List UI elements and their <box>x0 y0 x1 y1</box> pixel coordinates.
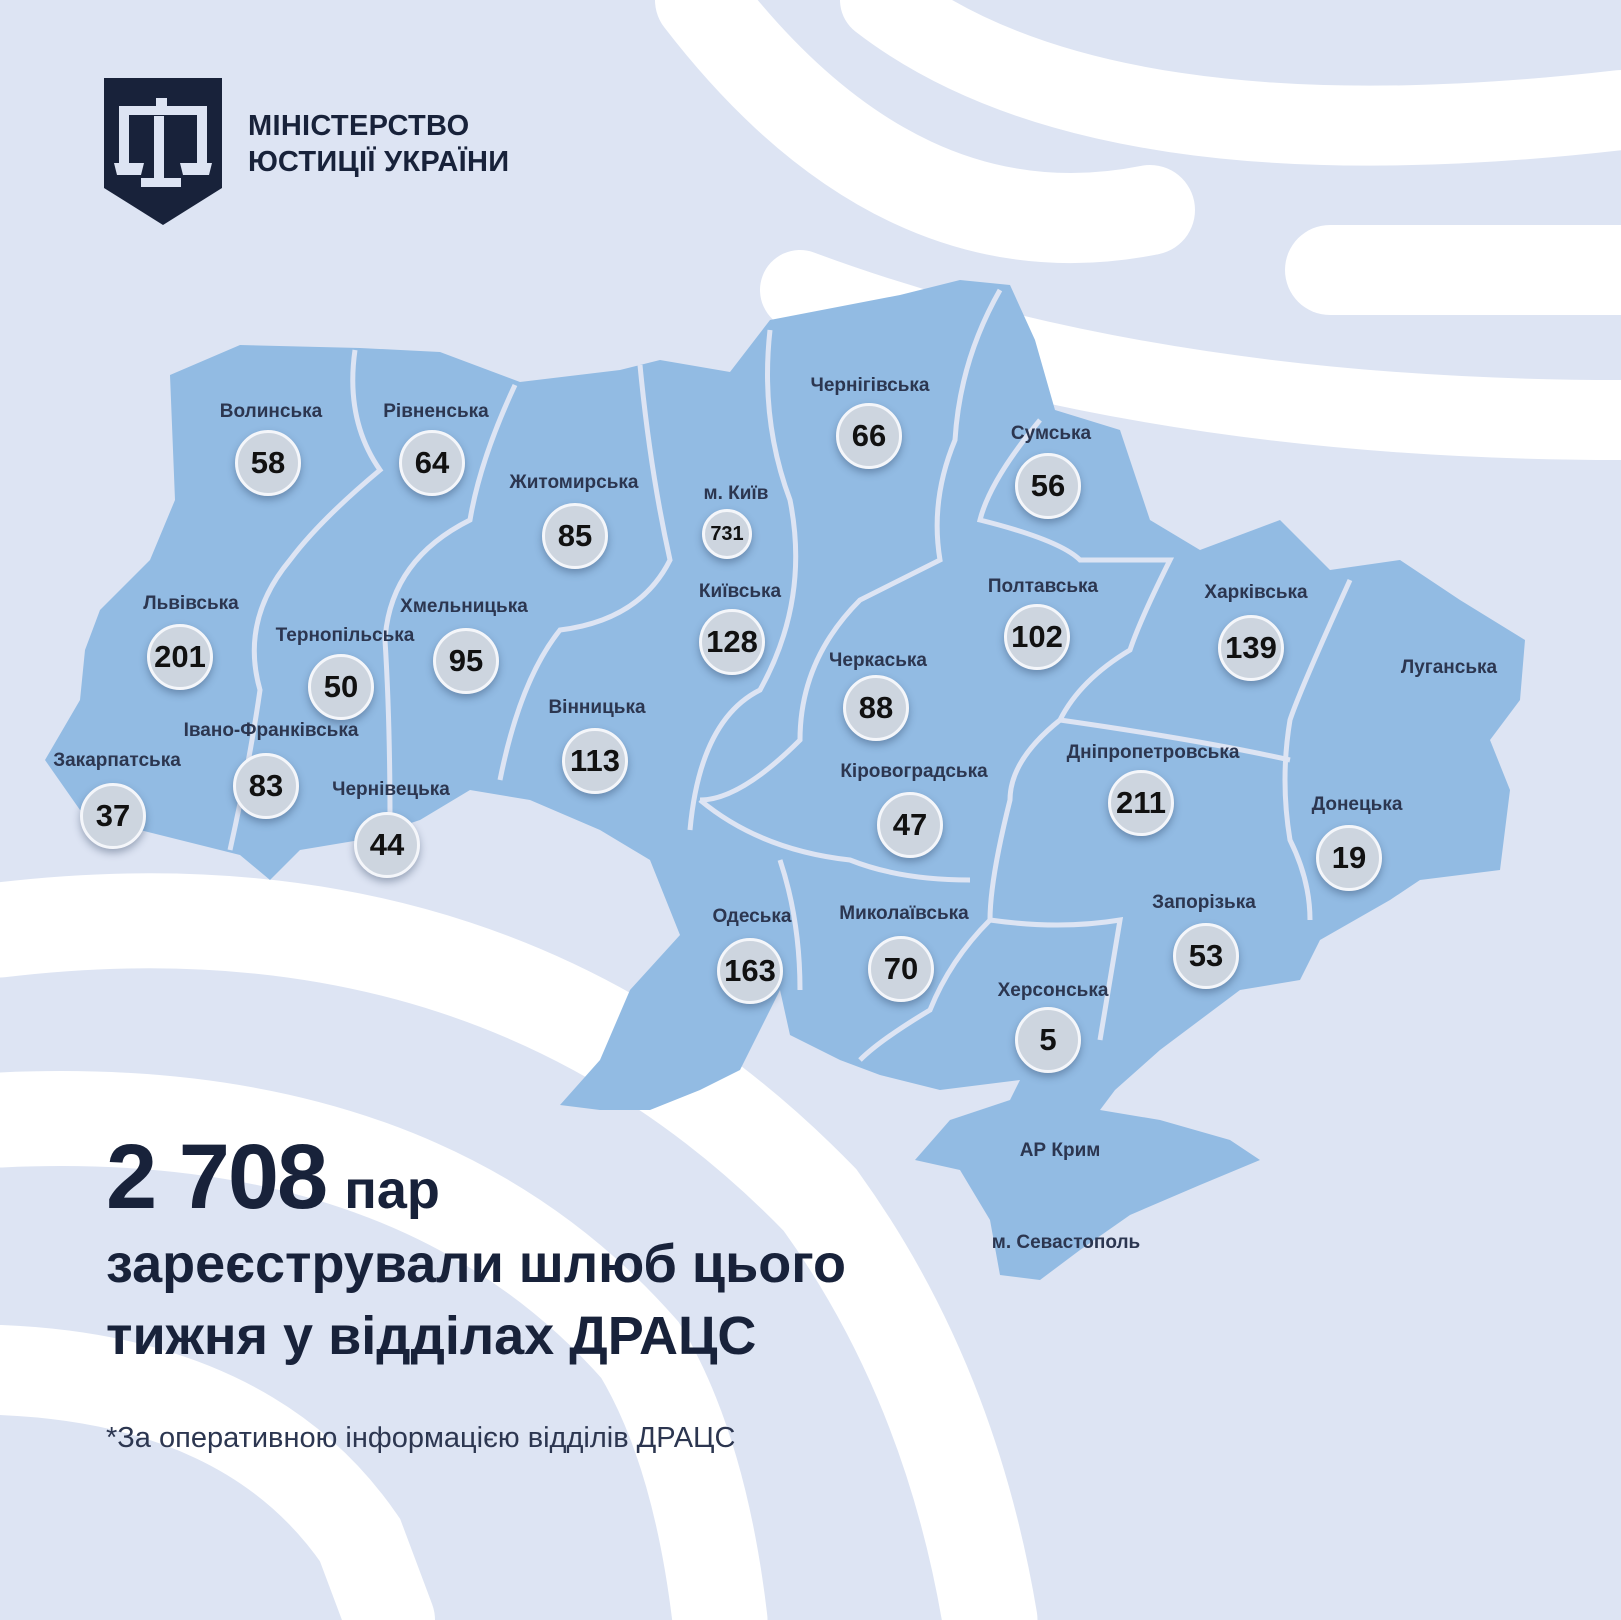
region-name: Полтавська <box>987 576 1099 597</box>
region-count-bubble: 53 <box>1173 923 1239 989</box>
region-name: Запорізька <box>1152 892 1256 913</box>
headline-text: зареєстрували шлюб цього тижня у відділа… <box>106 1234 847 1366</box>
region-name: Рівненська <box>383 401 489 422</box>
footnote: *За оперативною інформацією відділів ДРА… <box>106 1422 736 1454</box>
region-count-bubble: 88 <box>843 675 909 741</box>
region-name: Херсонська <box>997 980 1109 1001</box>
region-name: Хмельницька <box>400 596 528 617</box>
region-count-bubble: 201 <box>147 624 213 690</box>
region-name: м. Київ <box>703 483 769 504</box>
region-name: Сумська <box>1010 423 1092 444</box>
region-name: АР Крим <box>1019 1140 1101 1161</box>
region-name: Черкаська <box>829 650 927 671</box>
region-count-bubble: 139 <box>1218 615 1284 681</box>
region-count-bubble: 211 <box>1108 770 1174 836</box>
region-name: Волинська <box>219 401 323 422</box>
region-count-bubble: 85 <box>542 503 608 569</box>
org-line-1: МІНІСТЕРСТВО <box>248 110 470 142</box>
region-name: Житомирська <box>509 472 639 493</box>
org-line-2: ЮСТИЦІЇ УКРАЇНИ <box>248 146 510 178</box>
region-borders <box>227 288 1353 1062</box>
region-name: Тернопільська <box>275 625 415 646</box>
organization-name: МІНІСТЕРСТВО ЮСТИЦІЇ УКРАЇНИ <box>248 108 509 180</box>
region-name: м. Севастополь <box>991 1232 1141 1253</box>
ukraine-outline <box>45 280 1525 1280</box>
region-count-bubble: 47 <box>877 792 943 858</box>
region-name: Львівська <box>143 593 239 614</box>
region-name: Закарпатська <box>53 750 181 771</box>
region-count-bubble: 64 <box>399 430 465 496</box>
region-count-bubble: 50 <box>308 654 374 720</box>
region-count-bubble: 56 <box>1015 453 1081 519</box>
region-name: Чернівецька <box>332 779 450 800</box>
region-count-bubble: 70 <box>868 936 934 1002</box>
region-name: Миколаївська <box>839 903 969 924</box>
region-name: Кіровоградська <box>840 761 988 782</box>
total-count: 2 708 <box>106 1126 328 1228</box>
region-name: Чернігівська <box>810 375 930 396</box>
region-count-bubble: 66 <box>836 403 902 469</box>
region-count-bubble: 731 <box>702 509 752 559</box>
region-count-bubble: 163 <box>717 938 783 1004</box>
region-count-bubble: 102 <box>1004 604 1070 670</box>
region-name: Луганська <box>1400 657 1498 678</box>
region-count-bubble: 19 <box>1316 825 1382 891</box>
region-count-bubble: 128 <box>699 609 765 675</box>
total-unit: пар <box>344 1160 440 1220</box>
region-name: Київська <box>698 581 782 602</box>
region-name: Дніпропетровська <box>1066 742 1240 763</box>
region-count-bubble: 37 <box>80 783 146 849</box>
region-count-bubble: 58 <box>235 430 301 496</box>
region-count-bubble: 83 <box>233 753 299 819</box>
region-count-bubble: 95 <box>433 628 499 694</box>
ministry-logo <box>104 78 222 225</box>
headline-total: 2 708 пар <box>106 1125 440 1230</box>
region-count-bubble: 5 <box>1015 1007 1081 1073</box>
region-count-bubble: 44 <box>354 812 420 878</box>
region-count-bubble: 113 <box>562 728 628 794</box>
region-name: Івано-Франківська <box>183 720 359 741</box>
region-name: Вінницька <box>548 697 646 718</box>
region-name: Одеська <box>712 906 792 927</box>
region-name: Донецька <box>1311 794 1403 815</box>
region-name: Харківська <box>1204 582 1308 603</box>
